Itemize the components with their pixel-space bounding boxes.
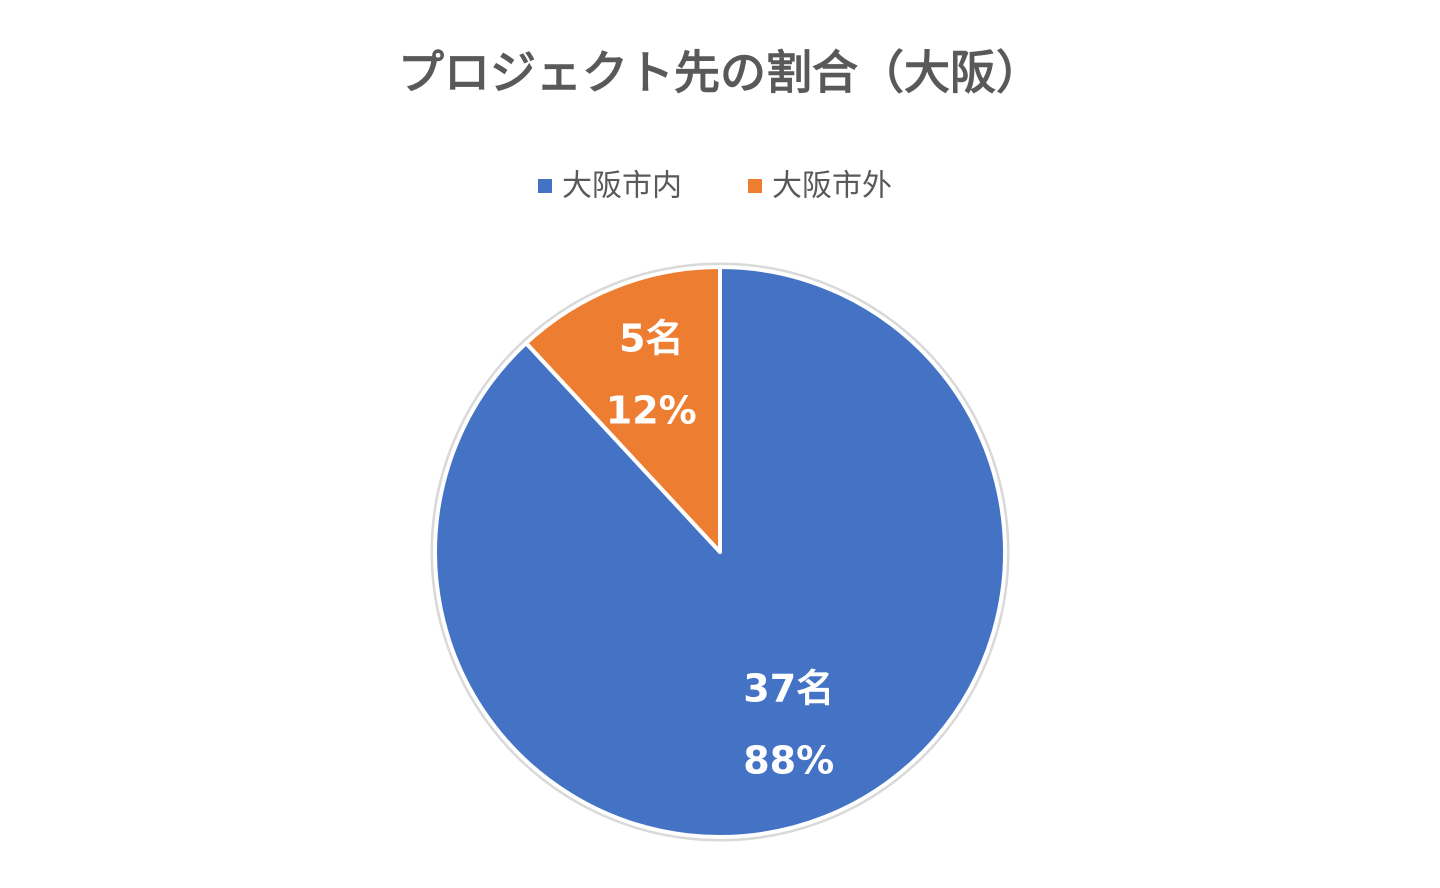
value-label: 37名 — [743, 667, 834, 711]
legend-label: 大阪市内 — [562, 169, 682, 204]
legend-label: 大阪市外 — [772, 169, 892, 204]
pie-outline — [430, 262, 1010, 842]
chart-title: プロジェクト先の割合（大阪） — [398, 46, 1042, 100]
pie-slice — [524, 265, 722, 554]
legend-swatch — [748, 179, 762, 193]
percent-label: 88% — [743, 739, 834, 783]
percent-label: 12% — [606, 388, 697, 432]
value-label: 5名 — [619, 316, 683, 360]
legend-swatch — [538, 179, 552, 193]
